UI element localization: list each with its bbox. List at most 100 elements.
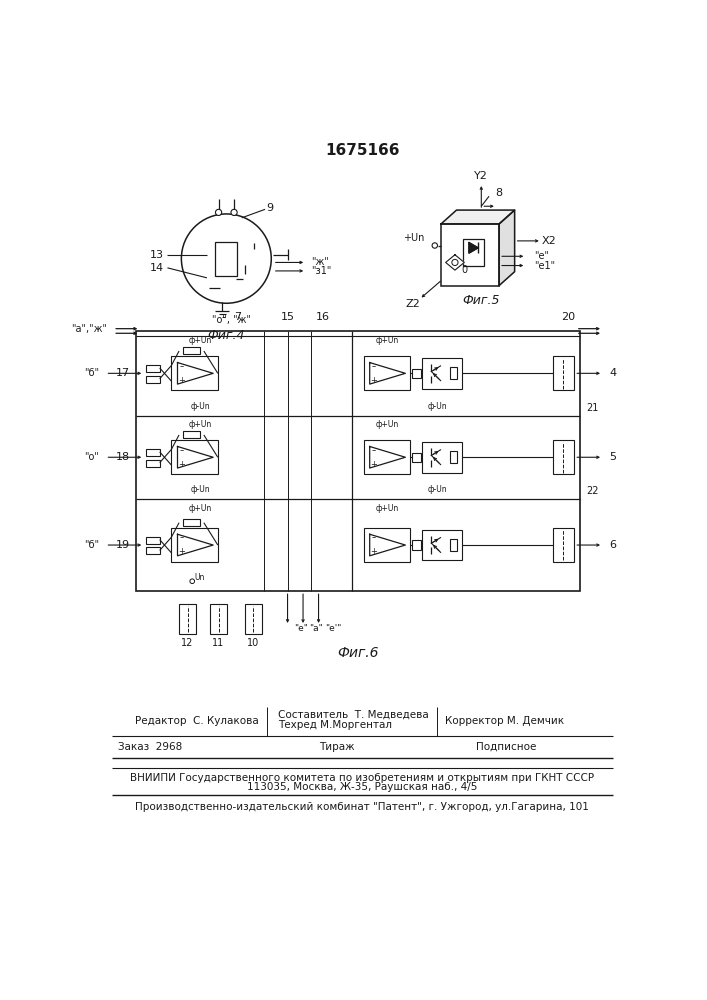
Bar [146,460,160,466]
Bar [411,369,421,378]
Text: +: + [178,376,185,385]
Text: 18: 18 [116,452,130,462]
Polygon shape [177,534,213,556]
Text: +: + [370,460,377,469]
Bar [171,440,218,474]
Polygon shape [441,210,515,224]
Text: 1675166: 1675166 [325,143,400,158]
Text: ф-Un: ф-Un [190,402,210,411]
Bar [146,547,160,554]
Bar [179,604,196,634]
Bar [421,358,462,389]
Text: 20: 20 [561,312,575,322]
Text: ф+Un: ф+Un [188,504,211,513]
Text: Составитель  Т. Медведева: Составитель Т. Медведева [279,709,429,719]
Text: 15: 15 [281,312,295,322]
Polygon shape [469,242,478,253]
Text: X2: X2 [542,236,556,246]
Bar [462,239,484,266]
Bar [363,528,410,562]
Bar [136,331,580,591]
Text: –: – [180,446,184,455]
Text: 113035, Москва, Ж-35, Раушская наб., 4/5: 113035, Москва, Ж-35, Раушская наб., 4/5 [247,782,477,792]
Text: 9: 9 [267,203,274,213]
Text: 12: 12 [182,638,194,648]
Text: ф+Un: ф+Un [188,420,211,429]
Text: +: + [178,460,185,469]
Text: Y2: Y2 [474,171,489,181]
Text: ф+Un: ф+Un [375,420,398,429]
Bar [183,347,200,354]
Text: "а": "а" [309,624,323,633]
Text: Корректор М. Демчик: Корректор М. Демчик [445,716,564,726]
Text: Фиг.5: Фиг.5 [462,294,500,307]
Text: ф-Un: ф-Un [190,485,210,494]
Bar [441,224,499,286]
Bar [553,440,574,474]
Text: "а","ж": "а","ж" [71,324,107,334]
Text: Un: Un [195,573,205,582]
Bar [450,451,457,463]
Bar [553,356,574,390]
Polygon shape [499,210,515,286]
Text: 14: 14 [150,263,164,273]
Bar [171,356,218,390]
Text: 0: 0 [461,265,467,275]
Bar [210,604,227,634]
Text: 13: 13 [151,250,164,260]
Text: ф-Un: ф-Un [427,485,447,494]
Text: 19: 19 [116,540,130,550]
Circle shape [190,579,194,584]
Polygon shape [177,446,213,468]
Polygon shape [370,534,405,556]
Text: Z2: Z2 [406,299,421,309]
Circle shape [452,259,458,266]
Text: "е1": "е1" [534,261,555,271]
Bar [553,528,574,562]
Text: ВНИИПИ Государственного комитета по изобретениям и открытиям при ГКНТ СССР: ВНИИПИ Государственного комитета по изоб… [130,773,594,783]
Text: Тираж: Тираж [319,742,354,752]
Text: Производственно-издательский комбинат "Патент", г. Ужгород, ул.Гагарина, 101: Производственно-издательский комбинат "П… [135,802,589,812]
Text: 11: 11 [212,638,225,648]
Text: Фиг.4: Фиг.4 [208,329,245,342]
Text: –: – [180,534,184,543]
Bar [146,365,160,372]
Bar [421,530,462,560]
Bar [450,367,457,379]
Text: "о", "ж": "о", "ж" [212,315,252,325]
Text: "ж": "ж" [312,257,329,267]
Bar [146,376,160,383]
Circle shape [216,209,222,215]
Circle shape [231,209,237,215]
Text: –: – [371,446,375,455]
Text: ф+Un: ф+Un [188,336,211,345]
Text: 21: 21 [586,403,598,413]
Text: +: + [370,547,377,556]
Text: Техред М.Моргентал: Техред М.Моргентал [279,720,392,730]
Text: "о": "о" [84,452,99,462]
Bar [171,528,218,562]
Text: "б": "б" [84,540,99,550]
Bar [411,540,421,550]
Bar [363,356,410,390]
Polygon shape [370,446,405,468]
Bar [183,431,200,438]
Circle shape [182,214,271,303]
Polygon shape [370,363,405,384]
Bar [421,442,462,473]
Bar [245,604,262,634]
Polygon shape [445,255,464,270]
Text: 5: 5 [609,452,617,462]
Bar [146,449,160,456]
Text: ф+Un: ф+Un [375,504,398,513]
Text: 6: 6 [609,540,617,550]
Text: "з1": "з1" [312,266,332,276]
Text: "е": "е" [293,624,308,633]
Text: "e": "e" [534,251,549,261]
Polygon shape [177,363,213,384]
Text: ф-Un: ф-Un [427,402,447,411]
Text: "е'": "е'" [325,624,341,633]
Text: Редактор  С. Кулакова: Редактор С. Кулакова [135,716,259,726]
Text: +Un: +Un [402,233,424,243]
Circle shape [432,243,438,248]
